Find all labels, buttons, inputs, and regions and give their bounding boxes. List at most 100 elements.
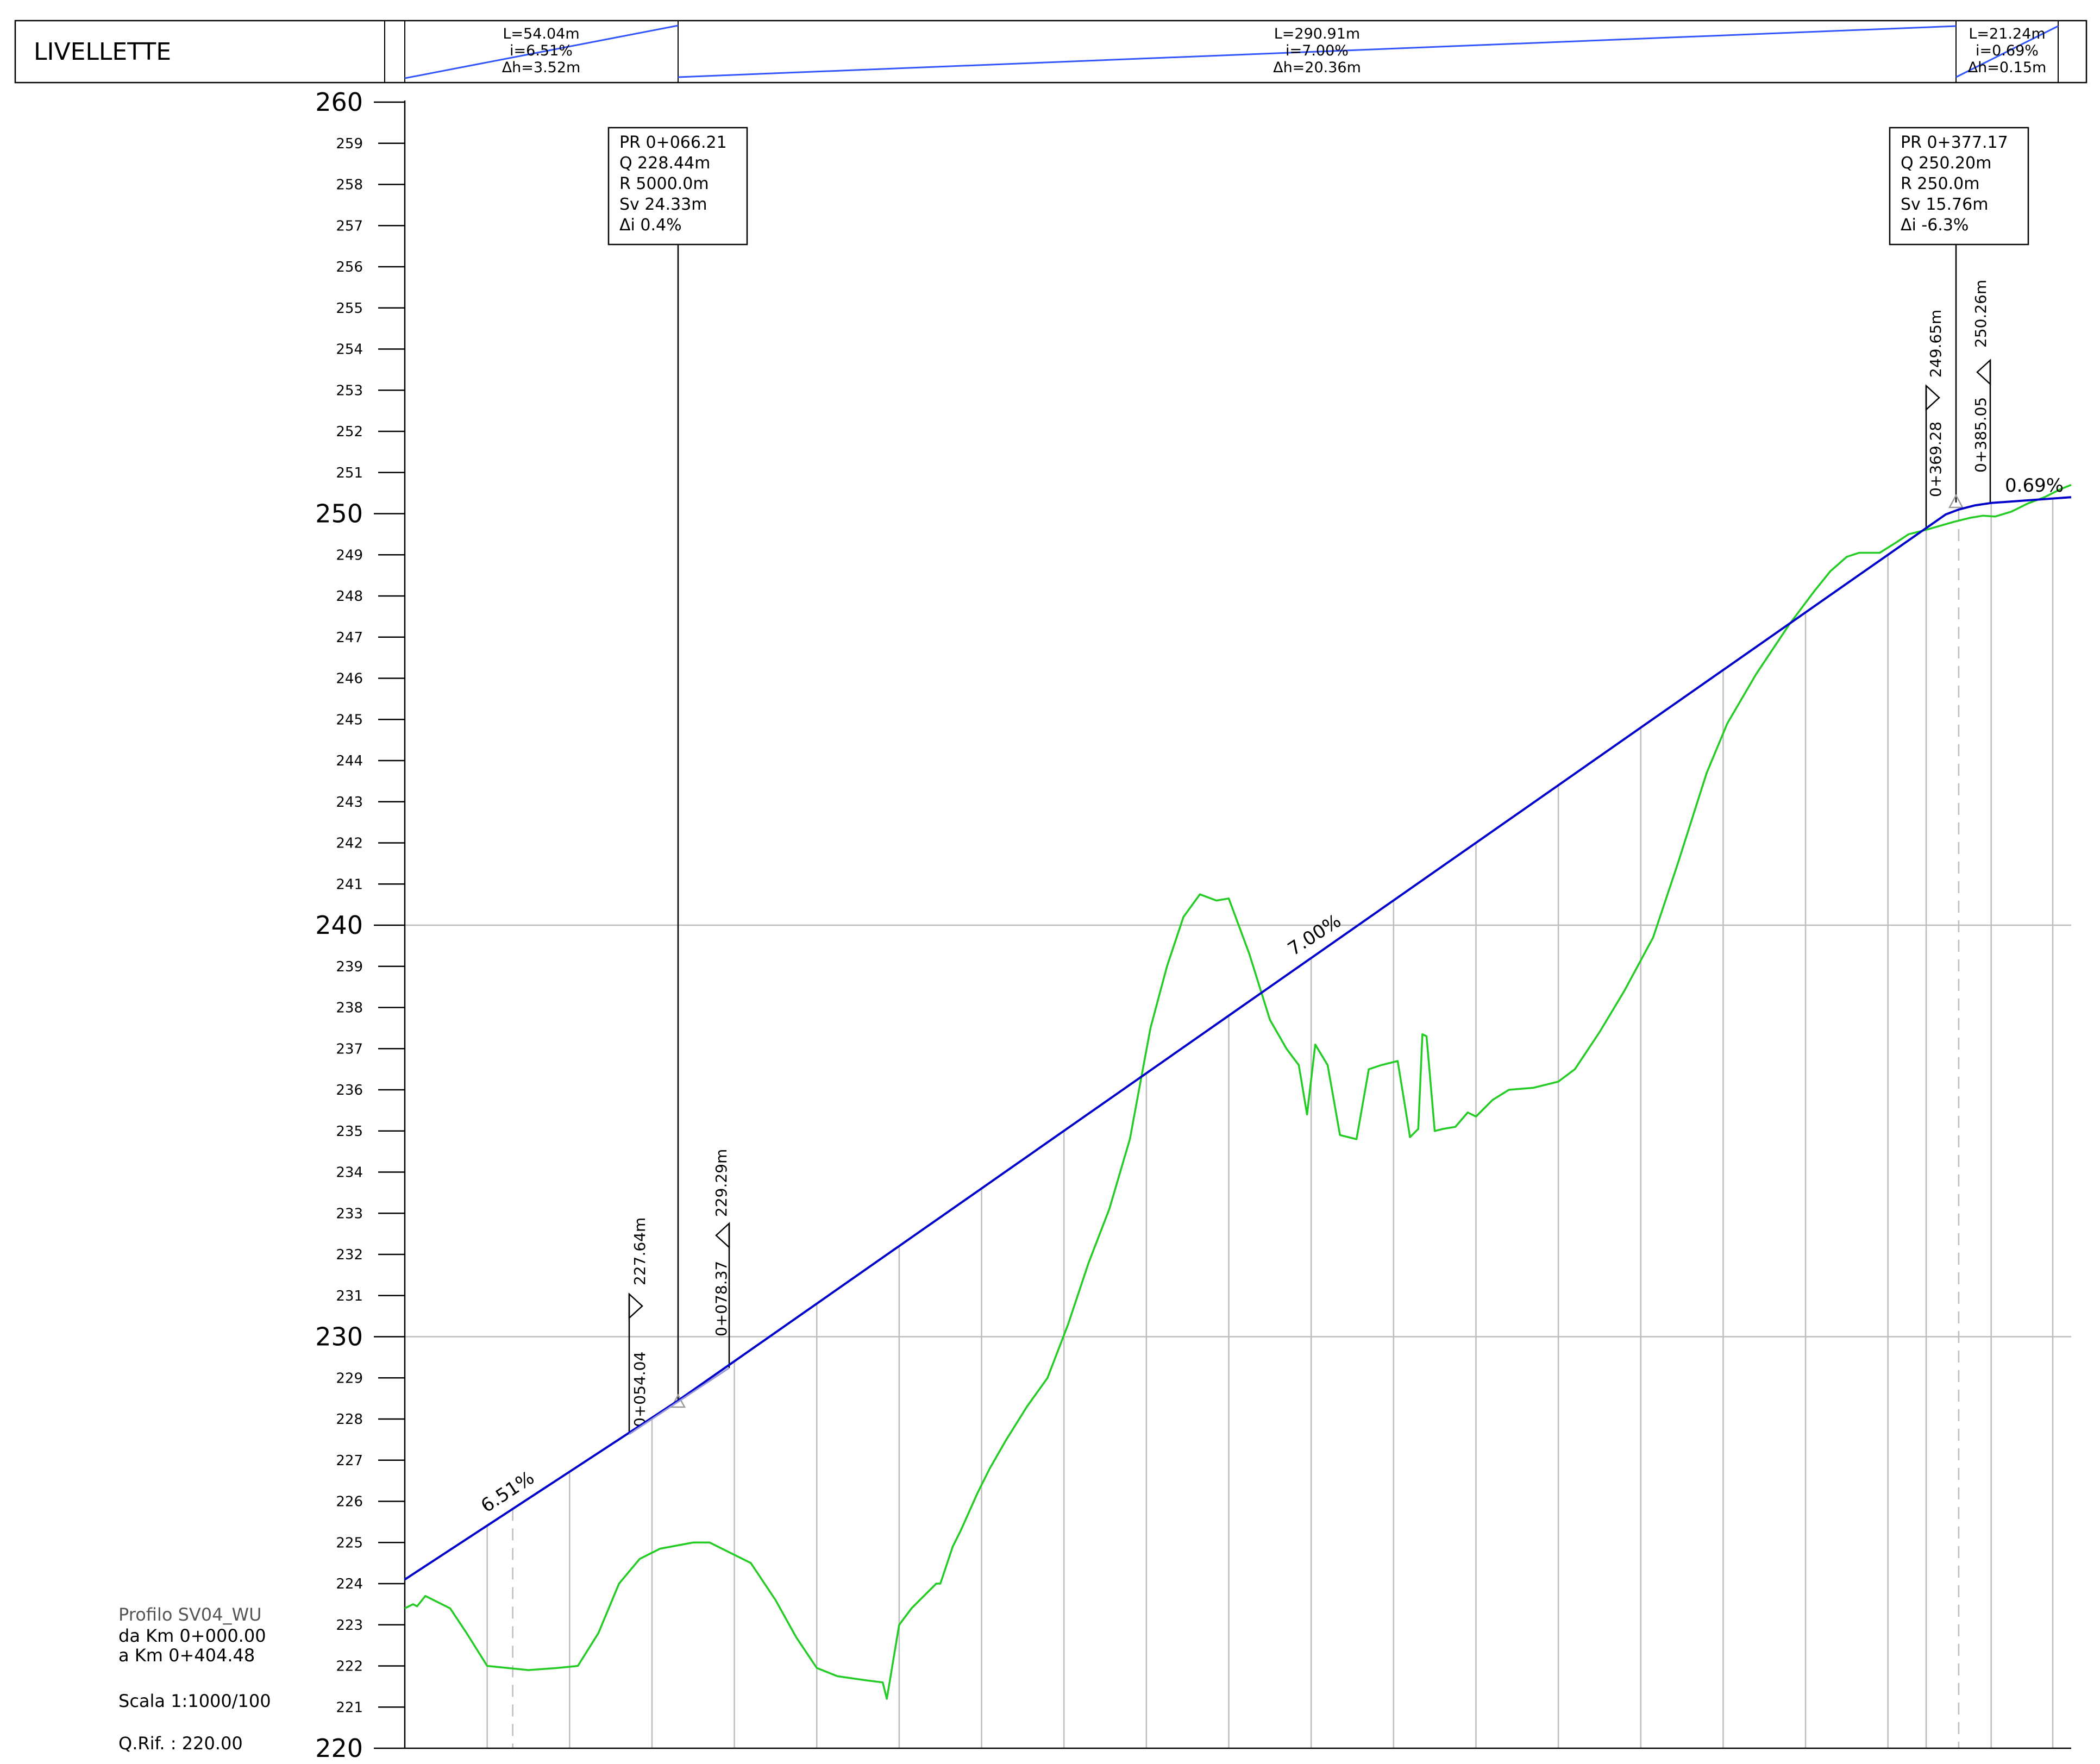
y-tick-label: 256 — [336, 259, 363, 275]
vc2-end-flag — [1976, 359, 1991, 386]
header-segment-1-grade: i=6.51% — [510, 42, 573, 59]
vertical-curve-2-pi-marker — [1948, 494, 1964, 509]
y-tick-label: 253 — [336, 382, 363, 399]
y-tick-label: 255 — [336, 300, 363, 317]
y-tick-label: 220 — [315, 1734, 363, 1762]
vertical-curve-1-di: Δi 0.4% — [619, 216, 682, 235]
vertical-curve-1-q: Q 228.44m — [619, 154, 710, 173]
vc2-end-marker: 0+385.05 250.26m — [1972, 280, 1991, 503]
y-tick-label: 229 — [336, 1370, 363, 1386]
vc1-start-elevation: 227.64m — [631, 1217, 649, 1285]
info-from-km: da Km 0+000.00 — [118, 1625, 266, 1646]
vc2-end-elevation: 250.26m — [1972, 280, 1990, 348]
header-segment-2-height: Δh=20.36m — [1273, 59, 1361, 76]
y-tick-label: 240 — [315, 911, 363, 940]
y-tick-label: 227 — [336, 1453, 363, 1469]
y-tick-label: 244 — [336, 753, 363, 769]
terrain-profile-line — [404, 484, 2072, 1700]
y-tick-label: 230 — [315, 1322, 363, 1352]
vc1-start-flag — [628, 1292, 643, 1320]
y-tick-label: 260 — [315, 87, 363, 117]
header-segment-3-grade: i=0.69% — [1976, 42, 2039, 59]
vc1-end-flag — [715, 1222, 730, 1249]
vc1-start-chainage: 0+054.04 — [631, 1352, 649, 1427]
y-tick-label: 250 — [315, 499, 363, 529]
elevation-gridlines — [405, 924, 2071, 1338]
y-tick-label: 233 — [336, 1206, 363, 1222]
y-tick-label: 235 — [336, 1123, 363, 1140]
elevation-axis: 220 221 222 223 224 225 226 227 228 229 230 231 232 2… — [315, 87, 405, 1763]
vc2-end-chainage: 0+385.05 — [1972, 397, 1990, 473]
y-tick-label: 239 — [336, 959, 363, 975]
header-title: LIVELLETTE — [34, 38, 171, 66]
y-tick-label: 222 — [336, 1659, 363, 1675]
y-tick-label: 223 — [336, 1617, 363, 1634]
y-tick-label: 243 — [336, 794, 363, 811]
y-tick-label: 231 — [336, 1288, 363, 1304]
vc1-parabola-segment — [629, 1367, 730, 1435]
y-tick-label: 228 — [336, 1411, 363, 1428]
y-tick-label: 248 — [336, 588, 363, 605]
info-scale: Scala 1:1000/100 — [118, 1691, 271, 1711]
vertical-curve-1-pi-marker — [670, 1393, 686, 1408]
y-tick-label: 247 — [336, 630, 363, 646]
y-tick-label: 254 — [336, 342, 363, 358]
vertical-curve-2-di: Δi -6.3% — [1901, 216, 1969, 235]
vc2-start-chainage: 0+369.28 — [1927, 422, 1945, 497]
header-segment-1-slope — [404, 24, 679, 79]
vertical-curve-2-box — [1889, 127, 2029, 246]
y-tick-label: 242 — [336, 836, 363, 852]
vertical-curve-2-r: R 250.0m — [1901, 174, 1980, 193]
vc1-end-marker: 0+078.37 229.29m — [712, 1149, 730, 1368]
design-grade-line — [404, 496, 2072, 1581]
grade-label-3: 0.69% — [2005, 475, 2064, 497]
header-band: LIVELLETTE L=54.04m i=6.51% Δh=3.52m L=2… — [14, 20, 2088, 84]
vertical-curve-2-callout: PR 0+377.17 Q 250.20m R 250.0m Sv 15.76m… — [1889, 127, 2029, 509]
header-segment-3-height: Δh=0.15m — [1968, 59, 2047, 76]
vertical-curve-1-pr: PR 0+066.21 — [619, 133, 727, 152]
y-tick-label: 234 — [336, 1165, 363, 1181]
vertical-curve-1-sv: Sv 24.33m — [619, 195, 707, 214]
y-tick-label: 232 — [336, 1247, 363, 1263]
y-tick-label: 246 — [336, 671, 363, 687]
header-frame — [14, 20, 2088, 84]
grade-label-2: 7.00% — [1284, 910, 1345, 960]
header-segment-1-height: Δh=3.52m — [502, 59, 581, 76]
y-tick-label: 251 — [336, 465, 363, 481]
info-profile-name: Profilo SV04_WU — [118, 1604, 262, 1625]
y-tick-label: 259 — [336, 136, 363, 152]
header-segment-3-length: L=21.24m — [1969, 26, 2045, 42]
y-tick-label: 241 — [336, 876, 363, 893]
vc2-start-elevation: 249.65m — [1927, 310, 1945, 378]
grade-label-1: 6.51% — [477, 1467, 538, 1517]
y-tick-label: 221 — [336, 1699, 363, 1716]
y-tick-label: 245 — [336, 712, 363, 728]
vc1-start-marker: 0+054.04 227.64m — [628, 1217, 649, 1433]
y-tick-label: 226 — [336, 1494, 363, 1510]
y-tick-label: 224 — [336, 1576, 363, 1592]
header-segment-2-length: L=290.91m — [1274, 26, 1360, 42]
info-to-km: a Km 0+404.48 — [118, 1645, 255, 1666]
vc1-end-chainage: 0+078.37 — [712, 1261, 730, 1336]
y-tick-label: 236 — [336, 1082, 363, 1098]
info-reference-elevation: Q.Rif. : 220.00 — [118, 1733, 243, 1754]
y-tick-label: 237 — [336, 1041, 363, 1057]
vertical-curve-1-callout: PR 0+066.21 Q 228.44m R 5000.0m Sv 24.33… — [607, 127, 748, 1408]
vertical-curve-1-r: R 5000.0m — [619, 174, 709, 193]
vc2-start-flag — [1925, 384, 1940, 411]
header-segment-1-length: L=54.04m — [503, 26, 579, 42]
vertical-curve-1-box — [607, 127, 748, 246]
y-tick-label: 225 — [336, 1535, 363, 1551]
y-tick-label: 257 — [336, 218, 363, 234]
header-segment-2-slope — [678, 25, 1957, 78]
vertical-curve-2-pr: PR 0+377.17 — [1901, 133, 2008, 152]
vertical-curve-2-sv: Sv 15.76m — [1901, 195, 1988, 214]
vc1-end-elevation: 229.29m — [712, 1149, 730, 1217]
y-tick-label: 238 — [336, 1000, 363, 1016]
info-block: Profilo SV04_WU da Km 0+000.00 a Km 0+40… — [118, 1604, 271, 1754]
station-lines — [486, 498, 2054, 1748]
vertical-curve-2-q: Q 250.20m — [1901, 154, 1991, 173]
y-tick-label: 252 — [336, 424, 363, 440]
